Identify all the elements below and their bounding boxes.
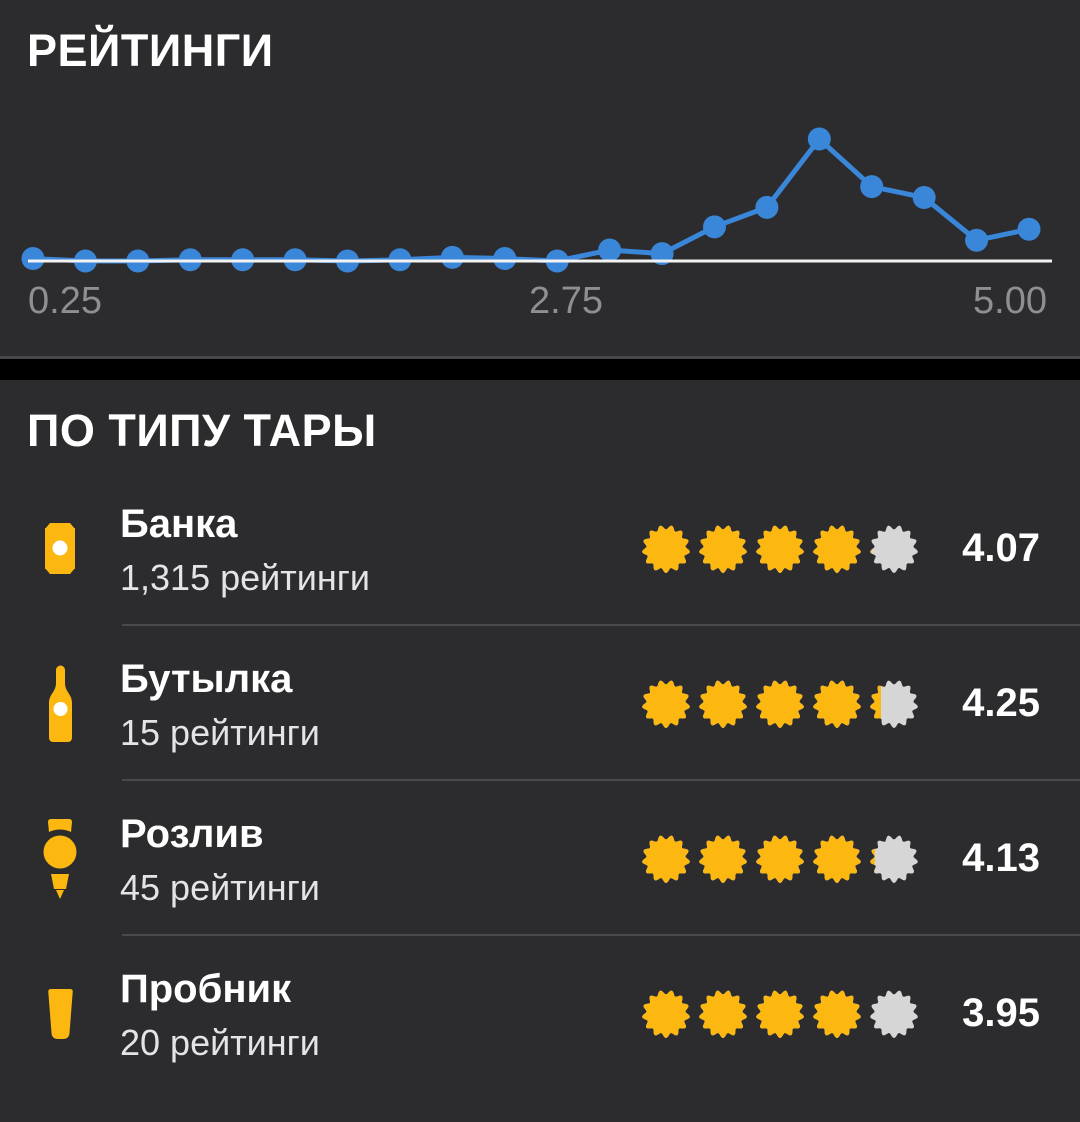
x-axis-tick-min: 0.25 — [28, 280, 102, 322]
list-item-can[interactable]: Банка 1,315 рейтинги 4.07 — [0, 471, 1080, 626]
list-item-bottle[interactable]: Бутылка 15 рейтинги 4.25 — [0, 626, 1080, 781]
list-item-draft[interactable]: Розлив 45 рейтинги 4.13 — [0, 781, 1080, 936]
ratings-title: РЕЙТИНГИ — [27, 25, 274, 76]
rating-value: 4.07 — [962, 526, 1040, 570]
can-icon — [45, 522, 75, 574]
cap-full-icon — [756, 835, 804, 883]
cap-full-icon — [813, 835, 861, 883]
cap-full-icon — [699, 680, 747, 728]
cap-empty-icon — [870, 990, 918, 1038]
cap-full-icon — [756, 990, 804, 1038]
container-count: 45 рейтинги — [120, 866, 320, 908]
cap-partial-icon — [870, 680, 918, 728]
cap-full-icon — [813, 525, 861, 573]
rating-caps — [640, 678, 920, 730]
taster-icon — [47, 988, 73, 1039]
chart-canvas — [21, 127, 1052, 273]
row-divider — [122, 934, 1080, 936]
cap-full-icon — [699, 525, 747, 573]
rating-value: 4.25 — [962, 681, 1040, 725]
container-name: Пробник — [120, 966, 292, 1011]
rating-caps — [640, 833, 920, 885]
cap-full-icon — [756, 525, 804, 573]
container-name: Банка — [120, 501, 238, 546]
section-separator — [0, 359, 1080, 380]
x-axis-tick-mid: 2.75 — [529, 280, 603, 322]
container-type-card: ПО ТИПУ ТАРЫ Банка 1,315 рейтинги 4.07 — [0, 380, 1080, 1122]
list-item-taster[interactable]: Пробник 20 рейтинги 3.95 — [0, 936, 1080, 1091]
rating-caps — [640, 988, 920, 1040]
cap-partial-icon — [870, 525, 918, 573]
cap-full-icon — [642, 835, 690, 883]
cap-full-icon — [642, 525, 690, 573]
row-divider — [122, 779, 1080, 781]
cap-full-icon — [642, 680, 690, 728]
container-type-title: ПО ТИПУ ТАРЫ — [27, 405, 377, 456]
cap-full-icon — [642, 990, 690, 1038]
container-count: 1,315 рейтинги — [120, 556, 370, 598]
container-count: 20 рейтинги — [120, 1021, 320, 1063]
cap-full-icon — [813, 680, 861, 728]
row-divider — [122, 624, 1080, 626]
rating-value: 3.95 — [962, 991, 1040, 1035]
tap-icon — [43, 818, 77, 899]
rating-caps — [640, 523, 920, 575]
container-count: 15 рейтинги — [120, 711, 320, 753]
rating-value: 4.13 — [962, 836, 1040, 880]
container-type-list: Банка 1,315 рейтинги 4.07 Бутылка 15 рей… — [0, 471, 1080, 1091]
container-name: Розлив — [120, 811, 264, 856]
ratings-distribution-chart: 0.25 2.75 5.00 — [0, 0, 1080, 356]
ratings-card: РЕЙТИНГИ 0.25 2.75 5.00 — [0, 0, 1080, 359]
bottle-icon — [48, 665, 72, 742]
cap-full-icon — [699, 835, 747, 883]
x-axis-tick-max: 5.00 — [973, 280, 1047, 322]
cap-full-icon — [699, 990, 747, 1038]
cap-full-icon — [756, 680, 804, 728]
cap-partial-icon — [813, 990, 861, 1038]
cap-partial-icon — [870, 835, 918, 883]
container-name: Бутылка — [120, 656, 293, 701]
